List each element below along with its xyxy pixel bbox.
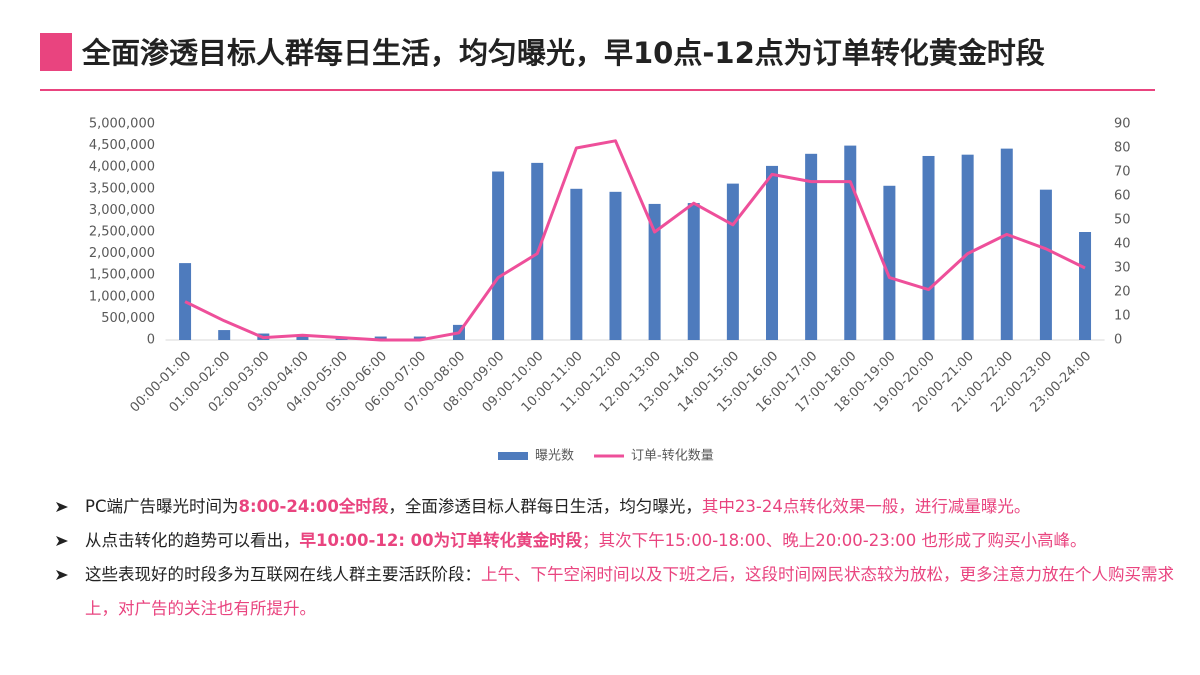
bar [805,153,818,340]
bullet-text: ；其次下午15:00-18:00、晚上20:00-23:00 也形成了购买小高峰… [582,531,1087,550]
bar [609,191,622,340]
legend-label: 曝光数 [535,449,574,464]
y-tick-label: 2,000,000 [89,246,155,261]
bullet-text: 从点击转化的趋势可以看出， [85,531,300,550]
y-tick-label: 2,500,000 [89,225,155,240]
bar [296,335,309,340]
y-tick-label: 3,500,000 [89,181,155,196]
bar [179,263,192,340]
y-tick-label: 4,000,000 [89,160,155,175]
bullet-text: 这些表现好的时段多为互联网在线人群主要活跃阶段： [85,565,481,584]
y2-tick-label: 10 [1114,309,1131,324]
bar [570,188,583,340]
y-tick-label: 5,000,000 [89,117,155,132]
bar [413,336,426,340]
line [184,139,1086,342]
bar [1079,232,1092,340]
bar [374,336,387,340]
y-tick-label: 0 [147,333,155,348]
y2-tick-label: 90 [1114,117,1131,132]
bullet-text: 其中23-24点转化效果一般，进行减量曝光。 [701,497,1031,516]
chart: 0 500,000 1,000,000 1,500,000 2,000,000 2,500… [89,117,1131,464]
bar [726,183,739,340]
bullet-arrow [56,502,68,512]
y2-tick-label: 60 [1114,189,1131,204]
bullet-text: 上午、下午空闲时间以及下班之后，这段时间网民状态较为放松，更多注意力放在个人购买… [85,565,1174,618]
title-rule [40,89,1155,91]
y2-tick-label: 30 [1114,261,1131,276]
y2-tick-label: 50 [1114,213,1131,228]
y-tick-label: 1,500,000 [89,268,155,283]
y2-tick-label: 80 [1114,141,1131,156]
bullet-list: PC端广告曝光时间为8:00-24:00全时段，全面渗透目标人群每日生活，均匀曝… [55,490,1180,626]
bullet-arrow [56,536,68,546]
y2-tick-label: 0 [1114,333,1122,348]
title-marker [40,33,72,71]
bullet-text: 8:00-24:00全时段 [238,497,389,516]
bullet-text: 早10:00-12: 00为订单转化黄金时段 [299,531,583,550]
bullet: PC端广告曝光时间为8:00-24:00全时段，全面渗透目标人群每日生活，均匀曝… [55,490,1180,524]
bar [883,185,896,340]
bullet: 从点击转化的趋势可以看出，早10:00-12: 00为订单转化黄金时段；其次下午… [55,524,1180,558]
y-tick-label: 4,500,000 [89,138,155,153]
bar [844,145,857,340]
bar [1000,148,1013,340]
y2-tick-label: 70 [1114,165,1131,180]
legend-swatch [498,452,528,460]
bar [648,203,661,340]
bullet-arrow [56,570,68,580]
slide-title: 全面渗透目标人群每日生活，均匀曝光，早10点-12点为订单转化黄金时段 [82,36,1045,70]
y2-tick-label: 40 [1114,237,1131,252]
bar [1039,189,1052,340]
bullet-text: ，全面渗透目标人群每日生活，均匀曝光， [388,497,702,516]
bar [961,154,974,340]
y-tick-label: 500,000 [101,311,155,326]
bar [492,171,505,340]
y-tick-label: 3,000,000 [89,203,155,218]
bar [218,330,231,340]
bar [766,165,779,340]
bullet: 这些表现好的时段多为互联网在线人群主要活跃阶段：上午、下午空闲时间以及下班之后，… [55,558,1180,626]
legend-label: 订单-转化数量 [631,449,714,464]
y-tick-label: 1,000,000 [89,289,155,304]
bar [922,155,935,340]
y2-tick-label: 20 [1114,285,1131,300]
bar [687,203,700,340]
bullet-text: PC端广告曝光时间为 [85,497,239,516]
